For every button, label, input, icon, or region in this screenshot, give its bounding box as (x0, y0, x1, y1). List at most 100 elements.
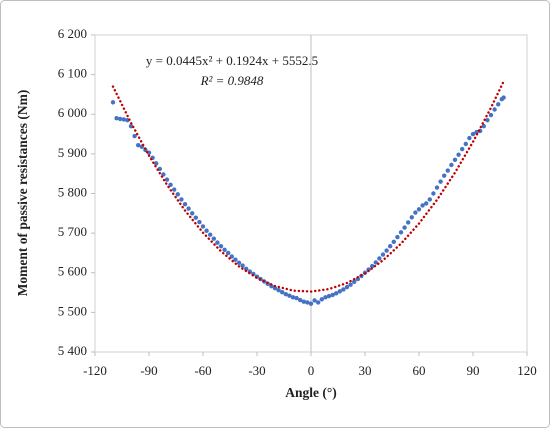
data-point (474, 129, 479, 135)
data-point (301, 299, 306, 304)
data-point (445, 168, 450, 173)
data-point (470, 131, 476, 137)
data-point (352, 279, 357, 285)
y-axis-title: Moment of passive resistances (Nm) (15, 90, 30, 297)
data-point (348, 282, 353, 287)
data-point (330, 292, 335, 298)
x-tick-label: 60 (413, 363, 426, 378)
data-point (427, 197, 432, 202)
data-point (316, 300, 321, 305)
y-tick-label: 5 800 (58, 184, 87, 199)
data-point (114, 116, 119, 121)
data-point (398, 230, 404, 235)
data-point (294, 295, 299, 301)
data-point (434, 185, 440, 190)
data-point (402, 225, 407, 230)
data-point (305, 300, 310, 305)
x-tick-label: 0 (308, 363, 315, 378)
y-tick-label: 5 500 (58, 303, 87, 318)
y-tick-label: 6 000 (58, 105, 87, 120)
x-tick-label: 30 (359, 363, 372, 378)
data-point (501, 95, 506, 100)
data-point (226, 250, 231, 256)
data-point (197, 219, 202, 225)
data-point (467, 135, 472, 141)
data-point (236, 260, 242, 266)
x-tick-label: -120 (83, 363, 107, 378)
data-point (222, 247, 227, 252)
r-squared: R² = 0.9848 (200, 73, 264, 88)
data-point (132, 133, 137, 139)
data-point (204, 228, 209, 233)
data-point (344, 284, 350, 290)
data-point (193, 215, 198, 220)
data-point (456, 152, 461, 157)
x-tick-label: -60 (194, 363, 211, 378)
y-tick-label: 5 700 (58, 224, 87, 239)
data-point (420, 203, 425, 208)
data-point (154, 161, 159, 166)
data-point (164, 177, 170, 182)
data-point (190, 211, 195, 216)
data-point (337, 289, 342, 294)
data-point (211, 236, 216, 241)
data-point (283, 291, 288, 297)
data-point (395, 234, 400, 240)
data-point (463, 141, 468, 147)
data-point (110, 100, 116, 105)
data-point (409, 215, 414, 220)
data-point (388, 244, 393, 249)
data-point (323, 295, 328, 300)
data-point (341, 287, 346, 292)
data-point (308, 301, 314, 306)
data-point (449, 162, 454, 168)
data-point (452, 157, 458, 163)
trendline (111, 80, 505, 293)
data-point (488, 112, 494, 118)
data-point (391, 239, 396, 245)
data-point (287, 293, 292, 298)
data-point (229, 254, 234, 259)
data-point (276, 287, 281, 293)
trend-equation: y = 0.0445x² + 0.1924x + 5552.5 (146, 53, 318, 68)
data-point (215, 240, 220, 245)
data-point (416, 207, 422, 212)
data-point (280, 289, 285, 295)
x-tick-label: -90 (140, 363, 157, 378)
data-point (481, 123, 486, 129)
y-tick-label: 6 100 (58, 66, 87, 81)
data-point (233, 257, 238, 262)
data-point (240, 263, 245, 268)
data-point (208, 232, 213, 237)
x-tick-label: -30 (248, 363, 265, 378)
data-point (319, 297, 324, 302)
data-point (200, 224, 206, 229)
data-point (121, 117, 127, 122)
data-point (413, 210, 418, 215)
data-point (442, 173, 447, 178)
data-point (272, 286, 278, 291)
data-point (218, 244, 224, 249)
y-tick-label: 6 200 (58, 26, 87, 41)
data-point (136, 142, 141, 148)
data-point (373, 260, 378, 265)
data-point (406, 220, 411, 225)
data-point (460, 146, 465, 152)
data-point (384, 248, 389, 253)
data-point (298, 297, 303, 303)
y-tick-label: 5 400 (58, 343, 87, 358)
data-point (496, 102, 501, 107)
data-point (380, 252, 386, 257)
data-point (370, 263, 375, 269)
data-point (326, 293, 332, 299)
data-point (492, 107, 497, 112)
data-point (424, 201, 429, 206)
x-axis-title: Angle (°) (285, 385, 337, 400)
data-point (334, 291, 339, 296)
data-point (182, 201, 188, 207)
data-point (186, 206, 191, 211)
data-point (168, 182, 173, 187)
y-tick-label: 5 600 (58, 264, 87, 279)
data-point (118, 116, 123, 122)
